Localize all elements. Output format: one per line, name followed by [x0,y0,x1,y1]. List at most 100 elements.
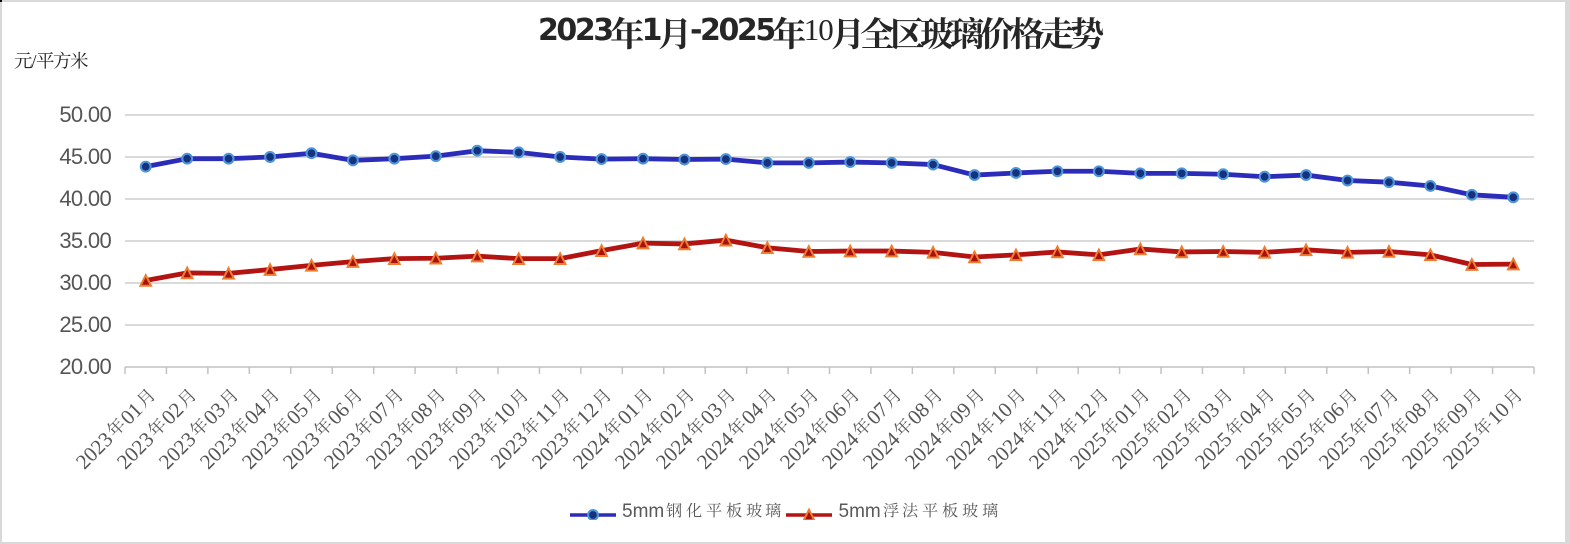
series-0 [139,144,1520,204]
legend-item-float-glass: 5mm [786,502,999,522]
circle-marker [1010,167,1022,179]
series-1 [138,232,1521,287]
triangle-marker [594,243,609,257]
circle-marker [1300,169,1313,182]
circle-marker [844,156,857,168]
series-line [143,237,1516,283]
cjk-glyph [746,502,762,518]
triangle-marker [926,244,941,259]
legend-tempered-label: 5mm [622,502,783,522]
circle-marker [222,152,235,165]
triangle-marker [180,265,195,280]
triangle-marker [346,254,360,268]
cjk-glyph [903,502,919,518]
circle-marker [346,154,359,167]
circle-marker [587,509,599,520]
circle-marker [1258,170,1271,183]
triangle-marker [387,251,402,265]
cjk-glyph [766,502,782,518]
circle-marker [388,152,401,165]
y-tick-label: 30.00 [59,269,111,295]
circle-marker [678,153,691,166]
legend-float-label: 5mm [838,502,999,522]
circle-marker [554,151,567,163]
triangle-marker [1464,256,1479,271]
triangle-marker [1340,244,1355,259]
triangle-marker [470,248,485,263]
circle-marker [139,160,152,173]
chart-title: 2023 1 -2025 10 [0,10,1570,56]
triangle-marker [1009,247,1023,262]
circle-marker [512,146,525,159]
triangle-marker [843,243,858,258]
circle-marker [1465,188,1478,201]
triangle-marker [1382,243,1396,258]
circle-marker [595,153,608,166]
corner-notch [0,0,2,2]
circle-marker [1092,165,1105,178]
triangle-marker [1423,247,1438,262]
triangle-marker [801,243,816,258]
circle-marker [181,152,194,165]
circle-marker [429,150,442,163]
triangle-marker [1216,243,1231,258]
triangle-marker [221,265,236,280]
chart-legend: 5mm 5mm [570,502,1000,522]
y-tick-label: 35.00 [59,227,111,253]
triangle-marker [263,262,277,276]
triangle-marker [1257,244,1272,259]
triangle-marker [636,235,650,250]
circle-marker [802,156,815,169]
circle-marker [1424,180,1437,192]
circle-marker [719,153,732,166]
triangle-marker [760,240,775,255]
triangle-marker [511,251,526,265]
y-tick-label: 25.00 [59,311,111,337]
triangle-marker [677,236,692,251]
circle-marker [761,156,774,169]
circle-marker [1134,167,1147,180]
cjk-glyph [982,502,998,518]
triangle-marker [553,251,568,265]
triangle-marker [1133,241,1148,256]
triangle-marker [1050,244,1065,259]
circle-marker [637,152,649,165]
circle-marker [471,144,484,157]
circle-marker [885,156,898,169]
cjk-glyph [706,502,722,518]
y-tick-label: 40.00 [59,185,111,211]
cjk-glyph [726,502,742,518]
y-tick-label: 45.00 [59,143,111,169]
triangle-marker [138,272,153,287]
triangle-marker [803,507,816,520]
title-serif-segment: 10 [803,12,834,48]
series-line [143,148,1516,200]
triangle-marker [1506,256,1521,271]
triangle-marker [718,232,733,247]
cjk-glyph [962,502,978,518]
circle-marker [1175,167,1188,180]
circle-marker [927,158,940,171]
circle-marker [1383,176,1395,189]
triangle-marker [1091,247,1106,262]
circle-marker [968,169,981,182]
cjk-glyph [686,502,702,518]
y-tick-label: 50.00 [59,101,111,127]
circle-marker [264,151,276,163]
circle-marker [1507,191,1520,204]
y-axis-unit-label: / [14,51,88,72]
cjk-glyph [922,502,938,518]
legend-float-line-marker-icon [786,507,833,520]
title-main-segment: 2023 1 -2025 [538,13,805,50]
triangle-marker [1174,244,1189,259]
triangle-marker [884,243,899,258]
y-tick-label: 20.00 [59,353,111,379]
circle-marker [1051,165,1064,178]
triangle-marker [967,249,982,264]
cjk-glyph [942,502,958,518]
circle-marker [1341,174,1354,187]
circle-marker [1217,168,1230,181]
cjk-glyph [666,502,682,518]
